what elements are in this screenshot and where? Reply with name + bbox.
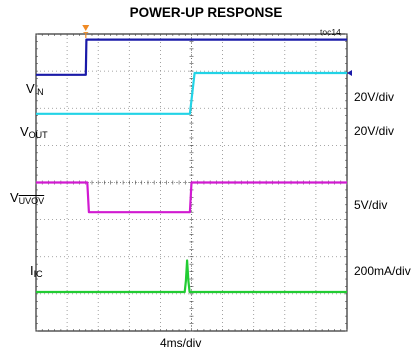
trigger-label: T [83,31,88,40]
label-vuvov: VUVOV [10,191,44,208]
label-vin-main: V [26,81,35,96]
label-ic-main: I [30,263,34,278]
label-vuvov-sub: UVOV [18,196,45,206]
channel-level-marker [347,69,352,76]
label-vin: VIN [26,82,44,99]
scope-traces [36,38,352,294]
figure-id: toc14 [320,27,341,37]
trigger-arrow [82,25,90,31]
label-vuvov-main: V [10,190,19,205]
scale-vout: 20V/div [354,124,395,138]
trace-vout [36,71,347,115]
scale-ic: 200mA/div [354,264,411,278]
trigger-marker: T [82,25,90,40]
label-vout: VOUT [20,125,48,142]
trace-ic [36,259,347,294]
label-ic-sub: IC [33,269,43,279]
scale-vin: 20V/div [354,90,395,104]
chart-title: POWER-UP RESPONSE [129,5,283,20]
scale-vuvov: 5V/div [354,198,388,212]
label-vout-sub: OUT [28,130,48,140]
x-scale: 4ms/div [160,336,202,350]
trace-vuvov [36,181,347,214]
label-ic: IIC [30,264,43,281]
label-vout-main: V [20,124,29,139]
trace-vin [36,38,347,76]
label-vin-sub: IN [34,87,44,97]
